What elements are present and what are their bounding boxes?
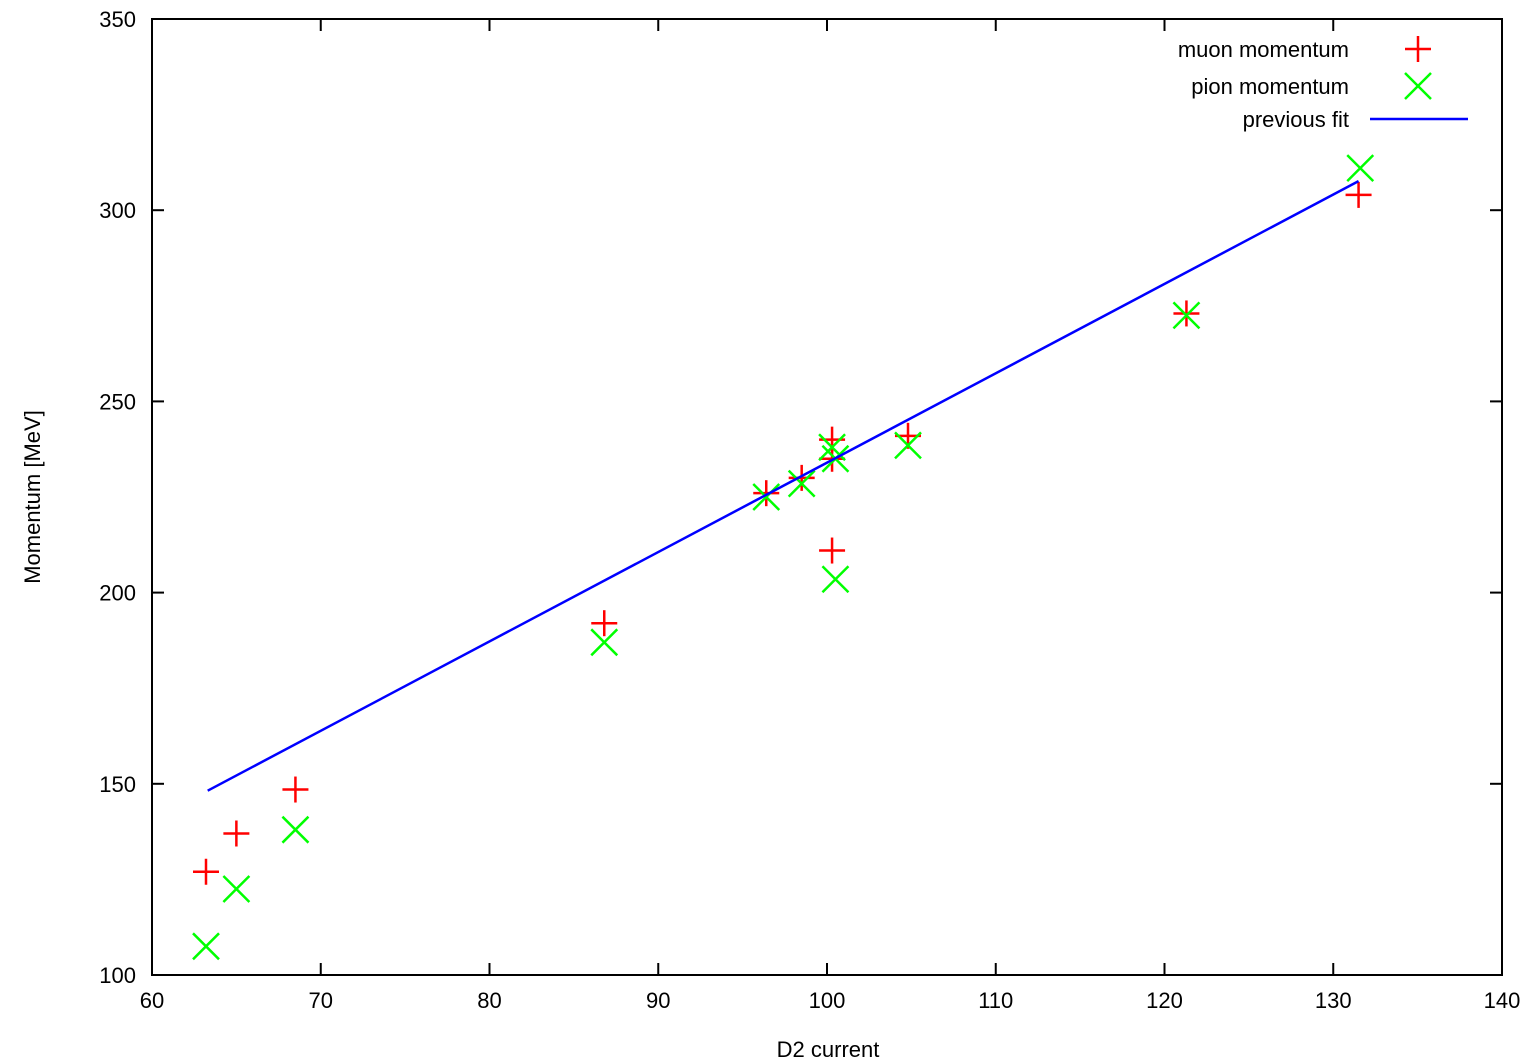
x-axis-label: D2 current: [777, 1037, 880, 1062]
x-tick-label: 80: [477, 988, 501, 1013]
legend-label: muon momentum: [1178, 37, 1349, 62]
legend: muon momentum pion momentum previous fit: [1178, 36, 1468, 132]
x-tick-label: 70: [309, 988, 333, 1013]
pion-point: [1346, 154, 1375, 183]
muon-point: [819, 537, 846, 564]
pion-point: [1172, 301, 1201, 330]
tick-labels: 60 70 80 90 100 110 120 130 140 100 150 200 250 300 35…: [99, 7, 1520, 1013]
axis-ticks: [151, 18, 1503, 976]
x-tick-label: 120: [1146, 988, 1183, 1013]
muon-point: [282, 776, 309, 803]
muon-point: [753, 480, 780, 507]
x-tick-label: 110: [978, 988, 1013, 1013]
x-tick-label: 100: [809, 988, 846, 1013]
plot-series: [192, 154, 1375, 961]
pion-point: [821, 565, 850, 594]
fit-line: [207, 180, 1360, 792]
x-tick-label: 90: [646, 988, 670, 1013]
legend-plus-swatch: [1405, 36, 1431, 62]
muon-point: [1345, 181, 1372, 208]
x-tick-label: 130: [1315, 988, 1352, 1013]
pion-point: [590, 628, 619, 657]
y-axis-title: Momentum [MeV]: [20, 410, 45, 584]
x-axis-title: D2 current: [777, 1037, 880, 1062]
legend-cross-swatch: [1404, 72, 1432, 100]
y-axis-label: Momentum [MeV]: [20, 410, 45, 584]
muon-point: [223, 820, 250, 847]
y-tick-label: 200: [99, 581, 136, 606]
x-tick-label: 60: [140, 988, 164, 1013]
y-tick-label: 300: [99, 198, 136, 223]
pion-point: [752, 483, 781, 511]
pion-point: [192, 932, 220, 961]
y-tick-label: 250: [99, 389, 136, 414]
y-tick-label: 100: [99, 963, 136, 988]
pion-point: [787, 469, 816, 498]
pion-point: [894, 431, 922, 460]
legend-label: pion momentum: [1191, 74, 1349, 99]
pion-point: [281, 815, 310, 844]
y-tick-label: 150: [99, 772, 136, 797]
muon-point: [788, 464, 815, 491]
muon-point: [1173, 300, 1200, 327]
x-tick-label: 140: [1484, 988, 1521, 1013]
plot-frame: [151, 18, 1503, 976]
muon-point: [193, 858, 219, 885]
pion-point: [222, 875, 251, 903]
y-tick-label: 350: [99, 7, 136, 32]
legend-label: previous fit: [1243, 107, 1349, 132]
muon-point: [591, 610, 618, 637]
